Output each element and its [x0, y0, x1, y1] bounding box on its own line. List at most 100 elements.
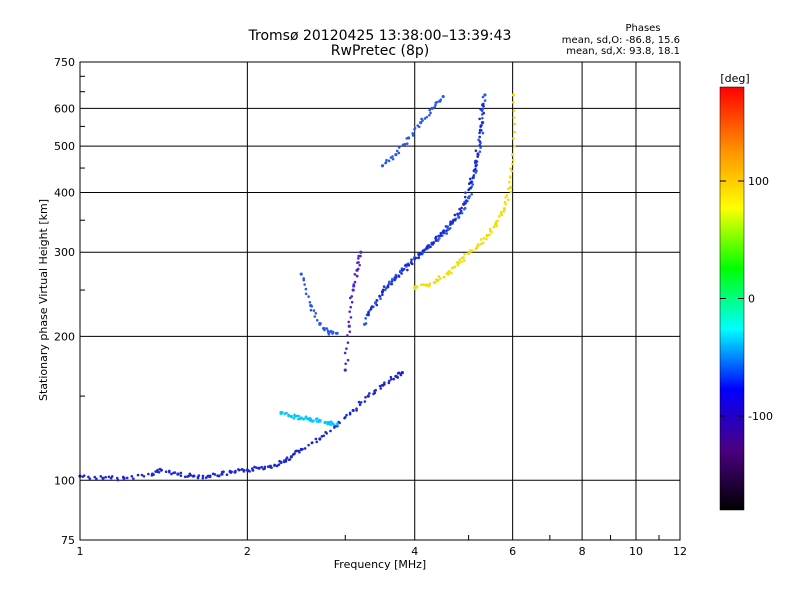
data-point [383, 383, 386, 386]
data-point [499, 212, 503, 215]
data-point [511, 153, 515, 157]
data-point [468, 177, 472, 181]
colorbar-tick-label: 100 [748, 175, 769, 188]
data-point [289, 455, 293, 459]
data-point [421, 119, 424, 122]
data-point [488, 227, 492, 231]
data-point [122, 476, 126, 480]
data-point [445, 232, 449, 235]
data-point [304, 287, 308, 291]
data-point [426, 244, 430, 247]
data-point [504, 196, 507, 199]
data-point [476, 155, 479, 158]
data-point [318, 437, 322, 441]
data-point [364, 396, 367, 399]
data-point [183, 475, 187, 479]
data-point [357, 257, 360, 260]
data-point [485, 233, 489, 238]
data-point [400, 272, 403, 275]
data-point [470, 192, 473, 196]
data-point [359, 250, 363, 254]
data-point [211, 472, 215, 476]
data-point [346, 341, 350, 344]
y-tick-label: 750 [54, 56, 75, 69]
data-point [325, 432, 328, 435]
data-point [310, 441, 314, 444]
data-point [301, 447, 304, 451]
data-point [314, 437, 318, 441]
data-point [152, 473, 155, 476]
data-point [248, 470, 251, 473]
data-point [179, 474, 183, 478]
data-point [396, 375, 399, 379]
data-point [299, 416, 303, 420]
data-point [474, 149, 478, 153]
data-point [315, 440, 319, 444]
data-point [478, 150, 482, 153]
data-point [391, 157, 395, 161]
data-point [394, 275, 398, 279]
x-tick-label: 2 [244, 545, 251, 558]
data-point [430, 106, 434, 110]
data-point [416, 124, 420, 127]
y-tick-label: 100 [54, 474, 75, 487]
data-point [358, 403, 362, 407]
data-point [513, 144, 516, 148]
data-point [378, 384, 382, 388]
data-point [381, 293, 384, 297]
data-point [302, 278, 306, 282]
x-axis-label: Frequency [MHz] [334, 558, 426, 571]
data-point [460, 206, 463, 210]
data-point [439, 98, 443, 101]
data-point [393, 278, 396, 282]
data-point [285, 456, 289, 459]
data-point [357, 400, 361, 404]
data-point [208, 475, 212, 479]
data-point [459, 209, 463, 213]
data-point [478, 144, 482, 147]
data-point [189, 474, 193, 477]
data-point [348, 330, 352, 334]
data-point [303, 447, 307, 450]
data-point [270, 466, 273, 469]
data-point [410, 262, 414, 266]
data-point [462, 259, 466, 262]
y-tick-label: 500 [54, 140, 75, 153]
data-point [347, 324, 351, 328]
data-point [295, 414, 298, 418]
data-point [309, 308, 313, 312]
y-axis-ticks: 75 100 200 300 400 500 600 750 [54, 56, 85, 547]
data-point [480, 121, 484, 124]
data-point [263, 467, 266, 470]
data-point [439, 277, 442, 280]
data-point [217, 474, 221, 478]
x-axis-ticks: 1 2 4 6 8 10 12 [77, 535, 687, 558]
data-point [474, 164, 478, 168]
data-point [95, 477, 98, 481]
data-point [331, 330, 335, 334]
data-point [307, 443, 310, 447]
data-point [345, 347, 348, 350]
data-point [469, 180, 473, 184]
data-point [349, 316, 353, 319]
data-point [312, 309, 316, 312]
data-point [355, 407, 358, 410]
data-point [476, 152, 480, 155]
data-point [471, 176, 475, 180]
data-point [425, 246, 428, 250]
data-point [287, 413, 290, 417]
data-point [310, 304, 314, 308]
y-axis-label: Stationary phase Virtual Height [km] [37, 199, 50, 401]
data-point [436, 279, 440, 282]
data-point [425, 115, 429, 119]
data-point [448, 226, 452, 230]
data-point [277, 463, 281, 466]
data-point [368, 392, 371, 395]
y-tick-label: 600 [54, 102, 75, 115]
data-point [413, 257, 416, 261]
data-point [328, 422, 331, 425]
colorbar-tick-label: 0 [748, 293, 755, 306]
data-point [366, 313, 370, 317]
data-point [422, 283, 426, 287]
data-point [406, 268, 409, 272]
